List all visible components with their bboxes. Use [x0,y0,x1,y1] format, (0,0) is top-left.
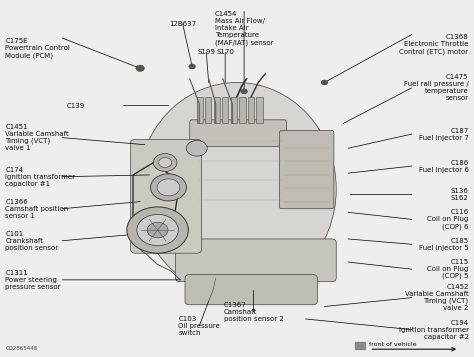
Text: C115
Coil on Plug
(COP) 5: C115 Coil on Plug (COP) 5 [428,259,469,280]
Circle shape [137,215,178,246]
Bar [239,97,246,124]
Polygon shape [355,342,365,349]
Text: C185
Fuel injector 5: C185 Fuel injector 5 [419,238,469,251]
Circle shape [241,89,247,94]
Text: C174
Ignition transformer
capacitor #1: C174 Ignition transformer capacitor #1 [5,167,75,187]
Text: C1367
Camshaft
position sensor 2: C1367 Camshaft position sensor 2 [224,302,283,322]
Text: G02865448: G02865448 [5,346,37,351]
Bar [222,97,228,124]
Text: 12B637: 12B637 [169,21,196,27]
Circle shape [147,222,168,238]
Text: C1311
Power steering
pressure sensor: C1311 Power steering pressure sensor [5,270,61,290]
Text: C186
Fuel injector 6: C186 Fuel injector 6 [419,160,469,172]
Circle shape [127,207,188,253]
Circle shape [189,64,195,69]
Bar [205,97,211,124]
Circle shape [321,80,328,85]
Text: C1475
Fuel rail pressure /
temperature
sensor: C1475 Fuel rail pressure / temperature s… [404,74,469,101]
Text: front of vehicle: front of vehicle [369,342,417,347]
Text: C101
Crankshaft
position sensor: C101 Crankshaft position sensor [5,231,59,251]
Text: C1451
Variable Camshaft
Timing (VCT)
valve 1: C1451 Variable Camshaft Timing (VCT) val… [5,124,69,151]
Text: C1368
Electronic Throttle
Control (ETC) motor: C1368 Electronic Throttle Control (ETC) … [400,35,469,55]
Text: C103
Oil pressure
switch: C103 Oil pressure switch [178,316,220,336]
Text: C1366
Camshaft position
sensor 1: C1366 Camshaft position sensor 1 [5,199,69,219]
Text: C139: C139 [67,102,85,109]
Circle shape [186,140,207,156]
FancyBboxPatch shape [190,120,287,146]
FancyBboxPatch shape [280,131,334,209]
Text: C175E
Powertrain Control
Module (PCM): C175E Powertrain Control Module (PCM) [5,38,70,59]
Bar [214,97,220,124]
Text: C194
Ignition transformer
capacitor #2: C194 Ignition transformer capacitor #2 [399,320,469,340]
Text: C187
Fuel injector 7: C187 Fuel injector 7 [419,127,469,141]
Text: C116
Coil on Plug
(COP) 6: C116 Coil on Plug (COP) 6 [428,209,469,230]
Circle shape [151,174,186,201]
Bar [197,97,203,124]
Bar [248,97,254,124]
Circle shape [157,179,180,196]
Text: S199: S199 [197,49,215,55]
FancyBboxPatch shape [131,139,201,253]
Circle shape [136,65,145,71]
Bar [256,97,263,124]
Circle shape [154,154,177,171]
Ellipse shape [138,82,336,296]
Text: C1454
Mass Air Flow/
Intake Air
Temperature
(MAF/IAT) sensor: C1454 Mass Air Flow/ Intake Air Temperat… [215,11,273,46]
FancyBboxPatch shape [185,275,318,305]
FancyArrowPatch shape [372,347,455,351]
Text: S136
S162: S136 S162 [451,188,469,201]
Bar [231,97,237,124]
FancyBboxPatch shape [175,239,336,282]
Text: C1452
Variable Camshaft
Timing (VCT)
valve 2: C1452 Variable Camshaft Timing (VCT) val… [405,284,469,311]
Circle shape [158,157,172,167]
Text: S170: S170 [216,49,234,55]
